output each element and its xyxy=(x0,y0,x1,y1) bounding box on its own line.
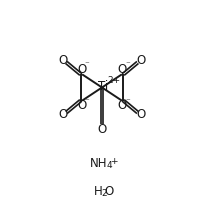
Text: O: O xyxy=(137,108,146,121)
Text: ⁻: ⁻ xyxy=(84,61,89,70)
Text: NH: NH xyxy=(90,157,107,170)
Text: O: O xyxy=(118,63,127,76)
Text: O: O xyxy=(77,99,86,112)
Text: O: O xyxy=(118,99,127,112)
Text: ⁻: ⁻ xyxy=(125,97,130,106)
Text: O: O xyxy=(58,108,67,121)
Text: O: O xyxy=(137,54,146,67)
Text: 4: 4 xyxy=(106,161,112,170)
Text: ⁻: ⁻ xyxy=(84,97,89,106)
Text: O: O xyxy=(97,123,107,136)
Text: H: H xyxy=(94,185,103,198)
Text: O: O xyxy=(104,185,114,198)
Text: O: O xyxy=(77,63,86,76)
Text: 2+: 2+ xyxy=(108,76,121,85)
Text: ⁻: ⁻ xyxy=(125,61,130,70)
Text: O: O xyxy=(58,54,67,67)
Text: +: + xyxy=(111,157,118,166)
Text: 2: 2 xyxy=(101,189,107,199)
Text: Ti: Ti xyxy=(98,80,108,93)
